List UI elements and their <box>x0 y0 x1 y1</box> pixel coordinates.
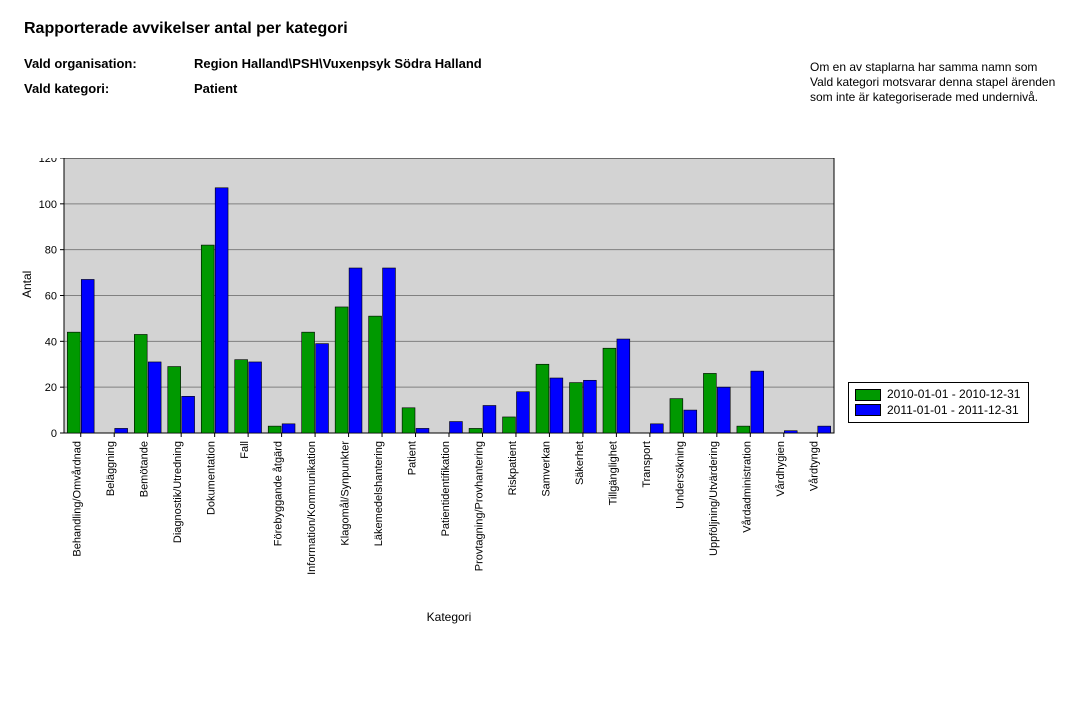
svg-text:Behandling/Omvårdnad: Behandling/Omvårdnad <box>72 441 84 557</box>
legend-label-2010: 2010-01-01 - 2010-12-31 <box>887 387 1020 403</box>
svg-text:Samverkan: Samverkan <box>540 441 552 497</box>
svg-text:60: 60 <box>45 291 57 303</box>
svg-text:Riskpatient: Riskpatient <box>507 441 519 495</box>
org-label: Vald organisation: <box>24 56 194 71</box>
svg-text:Vårdhygien: Vårdhygien <box>775 441 787 497</box>
y-axis-label: Antal <box>20 271 34 298</box>
svg-text:Diagnostik/Utredning: Diagnostik/Utredning <box>172 441 184 543</box>
svg-text:0: 0 <box>51 428 57 440</box>
cat-label: Vald kategori: <box>24 81 194 96</box>
svg-text:Vårdtyngd: Vårdtyngd <box>808 441 820 491</box>
svg-text:Transport: Transport <box>641 441 653 488</box>
chart-svg: 0 20 40 60 80 100 120 Behandling/Omvårdnad Beläg… <box>24 158 836 633</box>
svg-text:Klagomål/Synpunkter: Klagomål/Synpunkter <box>340 441 352 546</box>
svg-text:Beläggning: Beläggning <box>105 441 117 496</box>
svg-text:80: 80 <box>45 245 57 257</box>
svg-text:20: 20 <box>45 382 57 394</box>
svg-text:40: 40 <box>45 336 57 348</box>
legend-item-2011: 2011-01-01 - 2011-12-31 <box>855 403 1020 419</box>
page-title: Rapporterade avvikelser antal per katego… <box>24 20 1060 38</box>
legend-swatch-2011 <box>855 404 881 416</box>
svg-text:Bemötande: Bemötande <box>139 441 151 497</box>
svg-text:Förebyggande åtgärd: Förebyggande åtgärd <box>273 441 285 546</box>
legend-item-2010: 2010-01-01 - 2010-12-31 <box>855 387 1020 403</box>
svg-text:Undersökning: Undersökning <box>674 441 686 509</box>
svg-text:Vårdadministration: Vårdadministration <box>741 441 753 533</box>
svg-text:Provtagning/Provhantering: Provtagning/Provhantering <box>473 441 485 571</box>
svg-text:Uppföljning/Utvärdering: Uppföljning/Utvärdering <box>708 441 720 556</box>
svg-text:Tillgänglighet: Tillgänglighet <box>607 441 619 505</box>
org-value: Region Halland\PSH\Vuxenpsyk Södra Halla… <box>194 56 482 71</box>
chart-legend: 2010-01-01 - 2010-12-31 2011-01-01 - 201… <box>848 382 1029 423</box>
legend-swatch-2010 <box>855 389 881 401</box>
svg-text:Patientidentifikation: Patientidentifikation <box>440 441 452 536</box>
svg-text:Dokumentation: Dokumentation <box>206 441 218 515</box>
bar-chart: Antal 020406080100120Behandling/Omvårdna… <box>24 158 836 638</box>
svg-text:Kategori: Kategori <box>427 610 472 624</box>
cat-value: Patient <box>194 81 237 96</box>
svg-text:Säkerhet: Säkerhet <box>574 441 586 485</box>
svg-text:Patient: Patient <box>407 441 419 475</box>
svg-text:Läkemedelshantering: Läkemedelshantering <box>373 441 385 546</box>
info-note: Om en av staplarna har samma namn som Va… <box>810 60 1060 105</box>
legend-label-2011: 2011-01-01 - 2011-12-31 <box>887 403 1019 419</box>
svg-text:Fall: Fall <box>239 441 251 459</box>
svg-text:Information/Kommunikation: Information/Kommunikation <box>306 441 318 575</box>
svg-text:120: 120 <box>39 158 57 165</box>
svg-text:100: 100 <box>39 199 57 211</box>
